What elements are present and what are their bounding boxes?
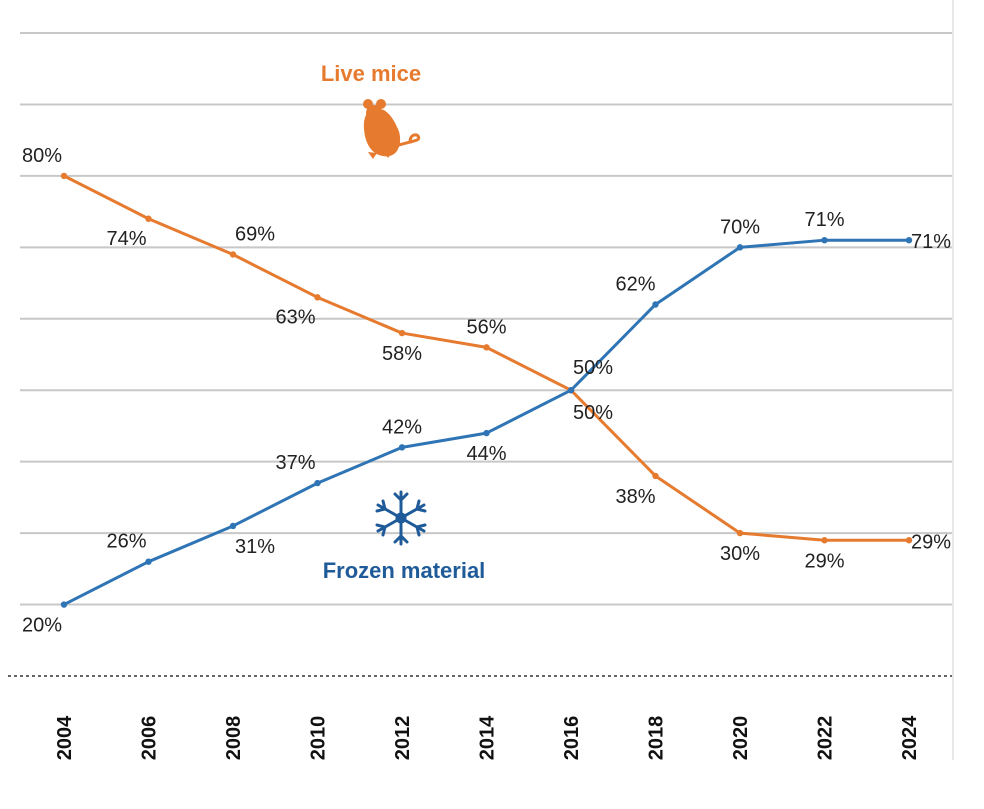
data-label-frozen-material: 42% <box>382 416 422 438</box>
data-label-frozen-material: 71% <box>804 209 844 231</box>
data-point-live-mice <box>736 529 744 537</box>
data-label-live-mice: 80% <box>22 145 62 167</box>
data-point-frozen-material <box>905 236 913 244</box>
data-point-frozen-material <box>60 601 68 608</box>
x-tick-label: 2012 <box>392 716 414 761</box>
data-label-live-mice: 38% <box>615 486 655 508</box>
series-label-live-mice: Live mice <box>321 61 421 86</box>
data-point-live-mice <box>905 537 913 544</box>
x-tick-label: 2008 <box>223 716 245 761</box>
x-tick-label: 2014 <box>477 715 499 760</box>
data-label-live-mice: 74% <box>106 228 146 250</box>
data-label-frozen-material: 44% <box>466 443 506 465</box>
data-point-frozen-material <box>483 429 490 437</box>
series-label-frozen-material: Frozen material <box>323 558 486 583</box>
data-point-frozen-material <box>229 522 237 530</box>
data-point-live-mice <box>314 294 321 301</box>
data-point-live-mice <box>652 472 659 480</box>
data-label-live-mice: 29% <box>804 550 844 572</box>
data-point-frozen-material <box>567 387 575 394</box>
data-point-frozen-material <box>145 558 152 565</box>
x-tick-label: 2016 <box>561 716 583 761</box>
series-line-frozen-material <box>62 238 911 607</box>
grid-layer <box>8 0 954 760</box>
x-tick-label: 2022 <box>815 716 837 761</box>
data-point-live-mice <box>483 344 490 351</box>
x-tick-label: 2024 <box>899 715 921 760</box>
data-point-live-mice <box>60 172 68 180</box>
x-tick-label: 2018 <box>646 716 668 761</box>
data-label-live-mice: 29% <box>911 531 951 553</box>
data-point-frozen-material <box>821 236 828 244</box>
data-label-live-mice: 56% <box>466 316 506 338</box>
data-label-live-mice: 30% <box>720 543 760 565</box>
snowflake-icon <box>375 490 427 546</box>
x-tick-label: 2004 <box>54 715 76 760</box>
data-label-live-mice: 58% <box>382 343 422 365</box>
data-labels-layer: 80% 74% 69% 63% 58% 56% 50% 38% 30% 29% 29% 20% 26% 3… <box>22 145 951 637</box>
data-point-live-mice <box>145 215 152 222</box>
data-label-frozen-material: 50% <box>573 357 613 379</box>
data-point-live-mice <box>229 251 237 258</box>
data-label-frozen-material: 62% <box>615 273 655 295</box>
data-label-live-mice: 63% <box>275 306 315 328</box>
data-label-frozen-material: 20% <box>22 615 62 637</box>
x-tick-label: 2020 <box>730 716 752 761</box>
data-point-live-mice <box>398 329 406 337</box>
data-point-frozen-material <box>314 479 321 487</box>
data-label-frozen-material: 26% <box>106 531 146 553</box>
data-label-live-mice: 69% <box>235 223 275 245</box>
data-point-frozen-material <box>398 444 406 451</box>
x-tick-label: 2010 <box>308 716 330 761</box>
data-point-frozen-material <box>652 301 659 308</box>
data-point-frozen-material <box>736 244 744 251</box>
x-axis-ticks-layer: 2004 2006 2008 2010 2012 2014 2016 2018 2020 2022… <box>54 715 921 760</box>
data-label-frozen-material: 70% <box>720 216 760 238</box>
data-point-live-mice <box>821 537 828 544</box>
x-tick-label: 2006 <box>139 716 161 761</box>
data-points-layer <box>60 172 913 608</box>
series-line-live-mice <box>62 174 911 542</box>
data-label-frozen-material: 71% <box>911 231 951 253</box>
mouse-icon <box>363 99 421 159</box>
data-label-frozen-material: 31% <box>235 536 275 558</box>
data-label-frozen-material: 37% <box>275 452 315 474</box>
data-label-live-mice: 50% <box>573 402 613 424</box>
